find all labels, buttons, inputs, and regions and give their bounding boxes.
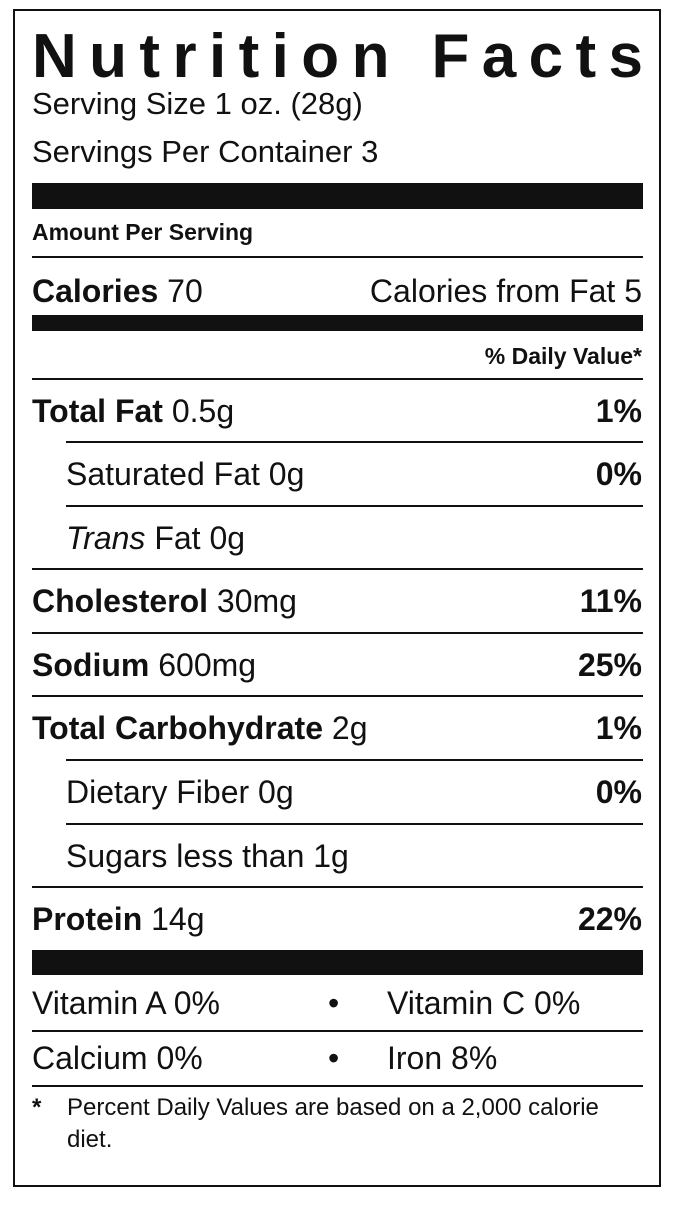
vitamin-left: Calcium 0%	[32, 1040, 203, 1076]
nutrient-row: Sodium 600mg	[32, 645, 256, 685]
daily-value: 25%	[577, 647, 642, 683]
rule	[32, 886, 643, 888]
calories-value: 70	[167, 273, 203, 309]
rule	[32, 378, 643, 380]
nutrient-label: Dietary Fiber	[66, 774, 250, 810]
daily-value-header: % Daily Value*	[484, 343, 642, 369]
rule	[32, 632, 643, 634]
nutrient-row: Total Fat 0.5g	[32, 391, 234, 431]
rule	[66, 505, 643, 507]
amount-per-serving: Amount Per Serving	[32, 219, 254, 245]
daily-value: 0%	[595, 456, 642, 492]
title: Nutrition Facts	[32, 22, 643, 91]
nutrient-amount: 2g	[331, 710, 368, 746]
vitamin-right: Vitamin C 0%	[387, 985, 581, 1021]
nutrient-amount: 0g	[258, 774, 294, 810]
thick-bar	[32, 315, 643, 331]
calories-from-fat: Calories from Fat 5	[369, 273, 642, 309]
nutrient-amount: 0.5g	[171, 393, 235, 429]
nutrient-row: Total Carbohydrate 2g	[32, 708, 367, 748]
nutrient-label: Sodium	[32, 647, 150, 683]
daily-value: 11%	[579, 583, 642, 619]
daily-value: 22%	[577, 901, 642, 937]
serving-size: Serving Size 1 oz. (28g)	[32, 86, 363, 121]
footnote-marker: *	[32, 1094, 42, 1121]
calories-label: Calories	[32, 273, 159, 309]
nutrient-amount: 0g	[268, 456, 305, 492]
thick-bar	[32, 183, 643, 209]
rule	[32, 568, 643, 570]
rule	[32, 1085, 643, 1087]
nutrient-amount: 14g	[151, 901, 205, 937]
nutrient-row: Cholesterol 30mg	[32, 581, 297, 621]
thick-bar	[32, 950, 643, 975]
nutrition-label	[13, 9, 661, 1187]
nutrient-row: Saturated Fat 0g	[66, 454, 304, 494]
bullet: •	[328, 985, 340, 1021]
nutrient-row: Sugars less than 1g	[66, 836, 349, 876]
nutrient-label: Saturated Fat	[66, 456, 260, 492]
servings-per-container: Servings Per Container 3	[32, 134, 379, 169]
nutrient-label: Protein	[32, 901, 143, 937]
nutrient-row: Dietary Fiber 0g	[66, 772, 294, 812]
title-box: Nutrition Facts	[32, 22, 643, 91]
nutrient-label: Sugars	[66, 838, 168, 874]
rule	[32, 695, 643, 697]
nutrient-label: Cholesterol	[32, 583, 209, 619]
nutrient-label: Fat	[154, 520, 201, 556]
nutrient-row: Protein 14g	[32, 899, 205, 939]
daily-value: 1%	[595, 393, 642, 429]
nutrient-amount: 30mg	[216, 583, 297, 619]
calories-row: Calories 70	[32, 271, 203, 311]
nutrient-amount: less than 1g	[176, 838, 349, 874]
rule	[66, 823, 643, 825]
rule	[66, 441, 643, 443]
nutrient-amount: 0g	[209, 520, 246, 556]
nutrient-amount: 600mg	[158, 647, 257, 683]
bullet: •	[328, 1040, 340, 1076]
vitamin-right: Iron 8%	[387, 1040, 498, 1076]
vitamin-left: Vitamin A 0%	[32, 985, 220, 1021]
daily-value: 0%	[595, 774, 642, 810]
nutrient-label: Total Carbohydrate	[32, 710, 323, 746]
footnote: Percent Daily Values are based on a 2,00…	[67, 1094, 599, 1153]
nutrient-label-italic: Trans	[66, 520, 146, 556]
rule	[66, 759, 643, 761]
rule	[32, 256, 643, 258]
nutrient-label: Total Fat	[32, 393, 163, 429]
daily-value: 1%	[595, 710, 642, 746]
rule	[32, 1030, 643, 1032]
nutrient-row: Trans Fat 0g	[66, 518, 245, 558]
